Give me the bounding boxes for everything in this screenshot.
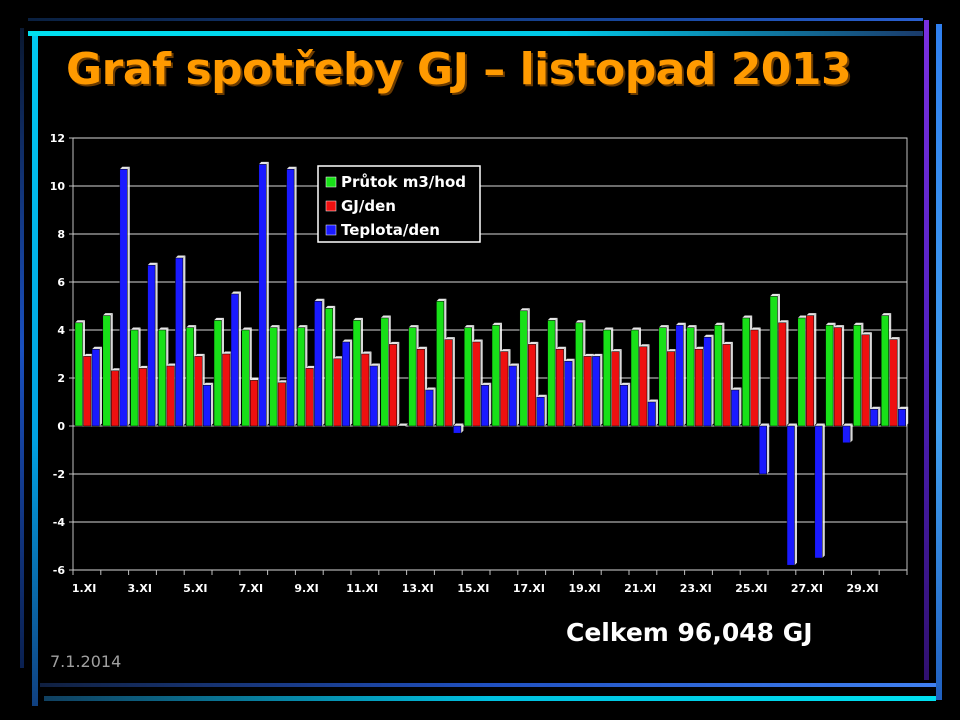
frame-top-blue (28, 18, 923, 21)
bar-teplota (425, 387, 436, 427)
bar-teplota (314, 298, 325, 427)
x-tick-label: 3.XI (128, 582, 152, 595)
bar-gj (806, 313, 817, 427)
bar-teplota (258, 161, 269, 427)
y-tick-label: 6 (57, 276, 65, 289)
x-tick-label: 19.XI (568, 582, 600, 595)
legend-swatch (325, 224, 337, 236)
bar-teplota (619, 382, 631, 427)
bar-teplota (119, 166, 130, 427)
bar-teplota (758, 423, 770, 475)
legend-label: Teplota/den (341, 221, 440, 239)
legend: Průtok m3/hod GJ/den Teplota/den (317, 165, 481, 243)
frame-bottom-blue (40, 683, 936, 687)
y-tick-label: 10 (50, 180, 66, 193)
bar-teplota (536, 394, 547, 427)
frame-right-cyan (936, 24, 942, 700)
bar-gj (750, 327, 761, 427)
bar-gj (889, 337, 900, 427)
bar-teplota (647, 399, 658, 427)
y-tick-label: -2 (53, 468, 65, 481)
x-tick-label: 29.XI (846, 582, 878, 595)
bar-gj (778, 320, 789, 427)
y-tick-label: 0 (57, 420, 65, 433)
legend-label: Průtok m3/hod (341, 173, 466, 191)
plot-area (72, 137, 908, 574)
bar-teplota (202, 382, 214, 427)
bar-gj (861, 332, 872, 427)
y-axis-ticks: -6 -4 -2 0 2 4 6 8 10 12 (50, 132, 73, 577)
y-tick-label: -4 (53, 516, 66, 529)
bar-teplota (508, 363, 519, 427)
bar-teplota (592, 353, 603, 427)
x-tick-label: 5.XI (183, 582, 207, 595)
x-tick-label: 7.XI (239, 582, 263, 595)
legend-swatch (325, 176, 337, 188)
bar-teplota (786, 423, 797, 566)
bar-teplota (286, 166, 297, 427)
x-tick-label: 21.XI (624, 582, 656, 595)
bar-gj (833, 325, 845, 427)
bar-teplota (453, 423, 464, 434)
y-tick-label: 12 (50, 132, 65, 145)
bar-teplota (564, 358, 575, 427)
legend-label: GJ/den (341, 197, 396, 215)
frame-top-cyan (28, 31, 923, 36)
frame-right-purple (924, 20, 929, 680)
frame-bottom-cyan (44, 696, 936, 701)
x-tick-label: 17.XI (513, 582, 545, 595)
bar-teplota (675, 322, 686, 427)
bar-teplota (369, 363, 380, 427)
bar-teplota (147, 262, 158, 427)
bar-teplota (842, 423, 853, 444)
bar-teplota (731, 387, 742, 427)
x-tick-label: 27.XI (791, 582, 823, 595)
x-axis-ticks: 1.XI 3.XI 5.XI 7.XI 9.XI 11.XI 13.XI 15.XI 17.XI… (72, 570, 908, 595)
x-tick-label: 11.XI (346, 582, 378, 595)
bars (74, 161, 909, 566)
slide-date: 7.1.2014 (50, 652, 122, 671)
total-label: Celkem 96,048 GJ (566, 618, 813, 647)
slide-title: Graf spotřeby GJ – listopad 2013 (66, 44, 852, 95)
bar-teplota (480, 382, 492, 427)
bar-chart: -6 -4 -2 0 2 4 6 8 10 12 1.XI 3.XI 5.XI 7.XI 9.XI 11.X… (50, 132, 909, 595)
legend-swatch (325, 200, 337, 212)
x-tick-label: 25.XI (735, 582, 767, 595)
bar-teplota (897, 406, 909, 427)
bar-teplota (870, 406, 881, 427)
frame-left-cyan (32, 36, 38, 706)
x-tick-label: 1.XI (72, 582, 96, 595)
x-tick-label: 15.XI (457, 582, 489, 595)
x-tick-label: 9.XI (294, 582, 318, 595)
y-tick-label: 4 (57, 324, 65, 337)
bar-teplota (814, 423, 825, 559)
x-tick-label: 23.XI (680, 582, 712, 595)
bar-teplota (230, 291, 241, 427)
bar-gj (444, 337, 455, 427)
y-tick-label: -6 (53, 564, 66, 577)
bar-teplota (703, 334, 714, 427)
x-tick-label: 13.XI (402, 582, 434, 595)
bar-teplota (341, 339, 353, 427)
y-tick-label: 8 (57, 228, 65, 241)
bar-gj (389, 341, 400, 427)
frame-left-blue (20, 28, 24, 668)
bar-teplota (91, 346, 102, 427)
bar-teplota (175, 255, 186, 427)
bar-teplota (397, 423, 408, 427)
y-tick-label: 2 (57, 372, 65, 385)
